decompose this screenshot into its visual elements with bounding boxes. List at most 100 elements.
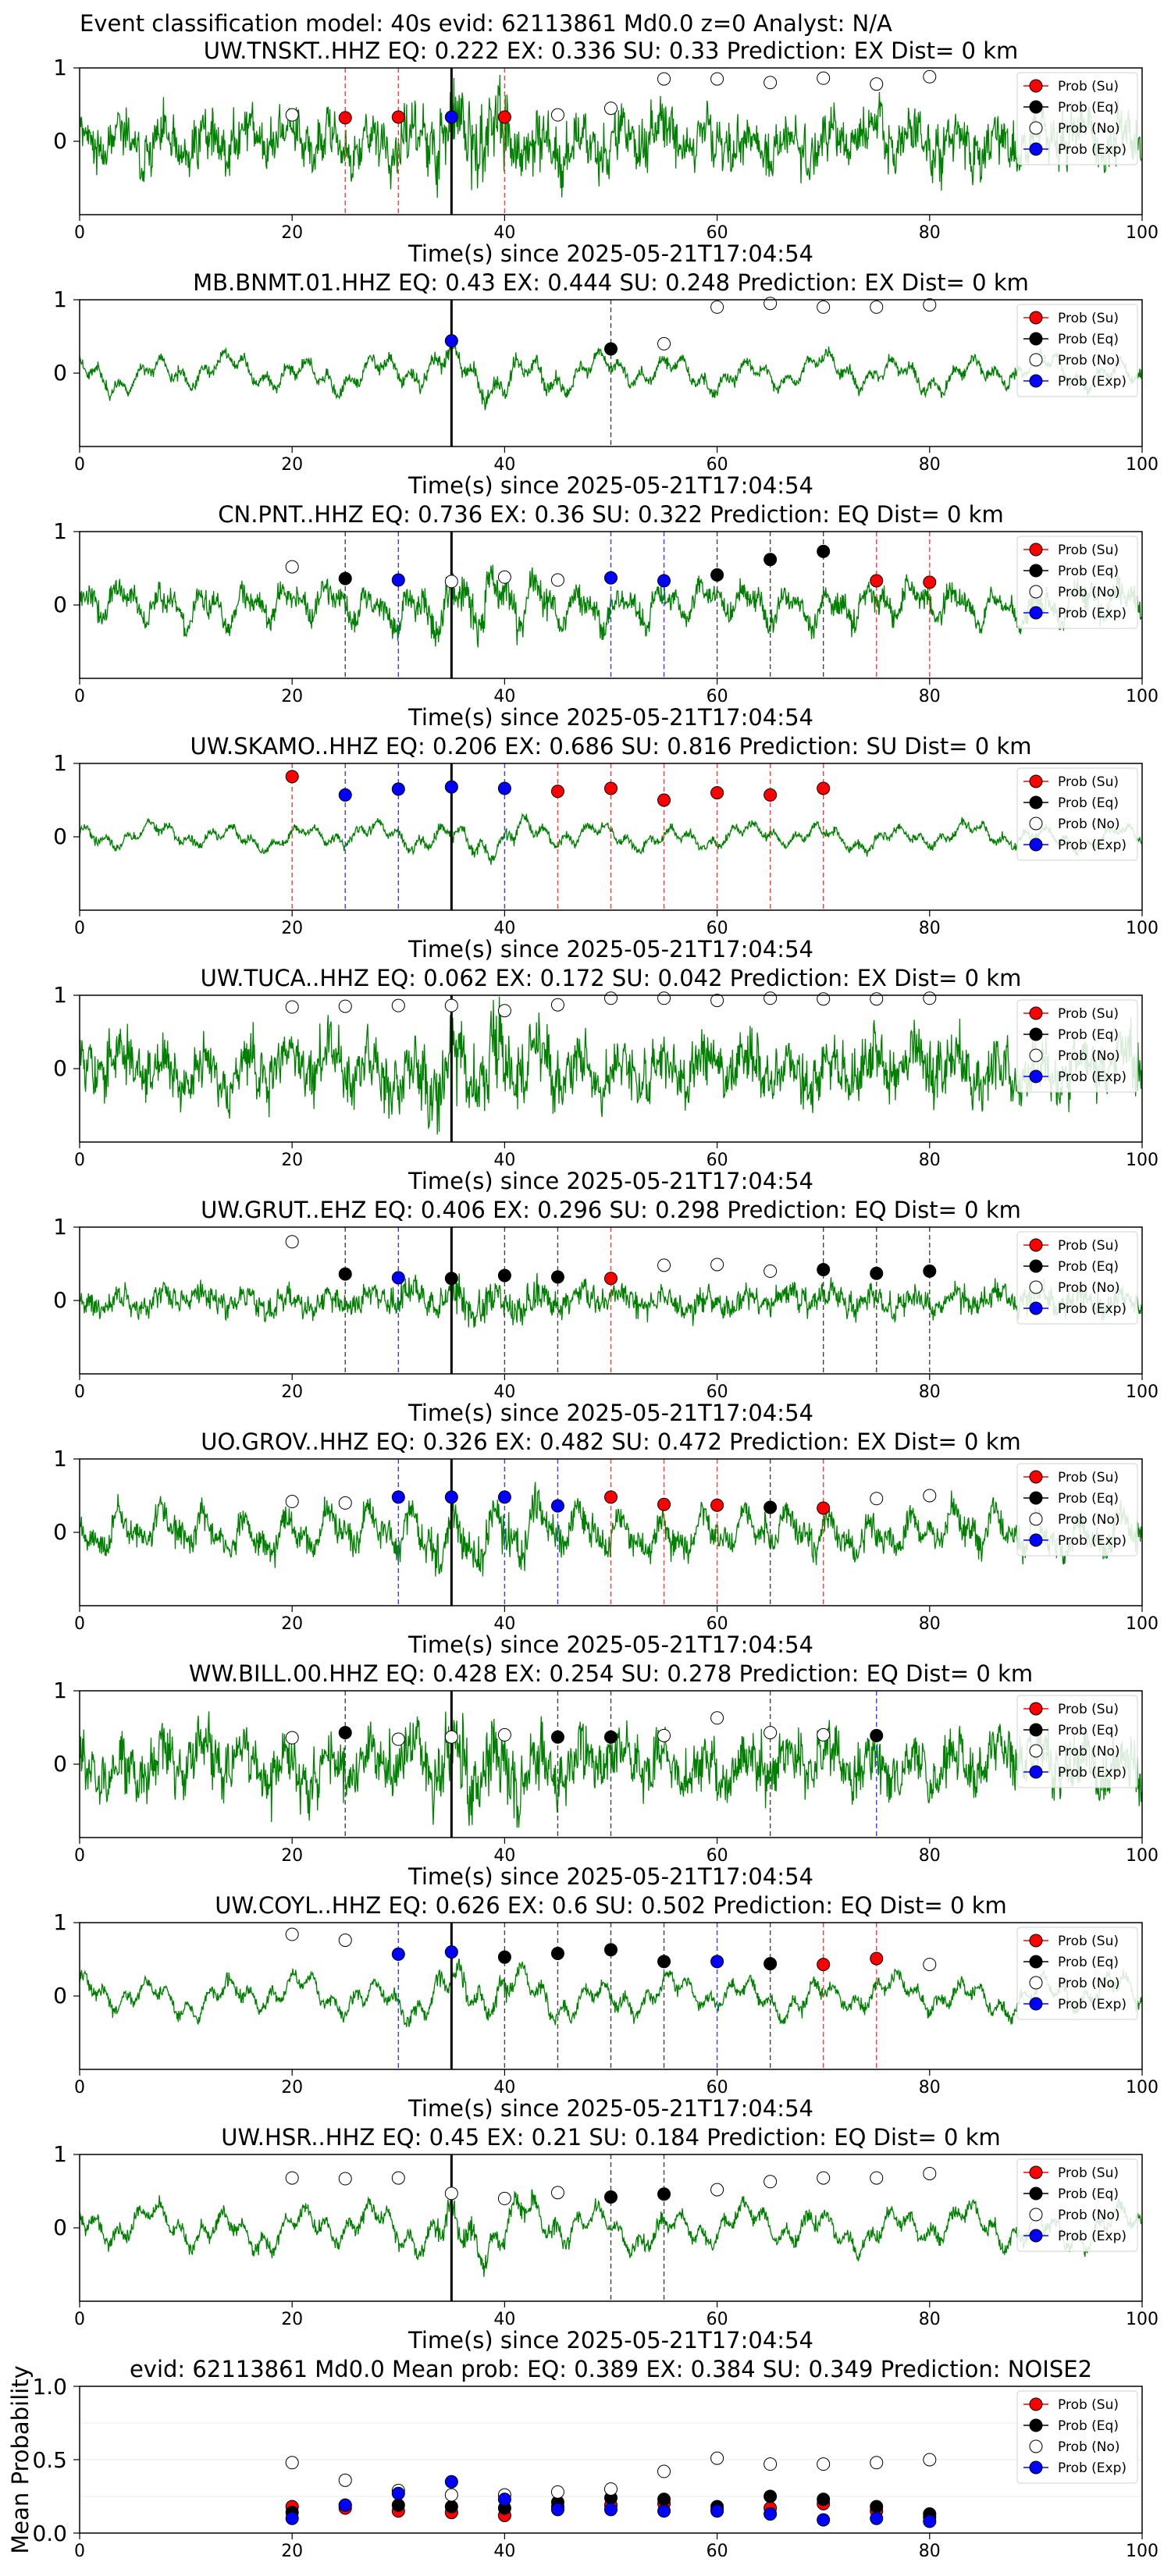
legend-marker	[1029, 353, 1043, 367]
legend-marker	[1029, 564, 1043, 578]
x-tick-label: 0	[74, 2542, 85, 2561]
mean-prob-point	[710, 2451, 724, 2465]
prob-point	[391, 782, 405, 796]
prob-point	[550, 573, 564, 587]
prob-point	[550, 2186, 564, 2200]
axes-frame	[79, 1458, 1143, 1606]
legend-label: Prob (Exp)	[1058, 1997, 1127, 2012]
legend-label: Prob (Eq)	[1058, 1955, 1119, 1970]
legend-marker	[1029, 2418, 1043, 2432]
y-tick-label: 1	[53, 1214, 67, 1240]
x-tick-label: 80	[919, 455, 941, 475]
prob-point	[710, 1711, 724, 1725]
legend-label: Prob (Exp)	[1058, 2460, 1127, 2476]
y-tick-label: 0.5	[32, 2447, 67, 2473]
x-axis-label: Time(s) since 2025-05-21T17:04:54	[408, 240, 813, 267]
prob-point	[338, 1267, 352, 1281]
legend-marker	[1029, 1259, 1043, 1273]
legend-box	[1016, 1695, 1138, 1788]
legend-label: Prob (Exp)	[1058, 1765, 1127, 1781]
x-tick-label: 80	[919, 1151, 941, 1170]
prob-point	[604, 1490, 618, 1504]
prob-point	[870, 992, 884, 1006]
x-tick-label: 100	[1126, 687, 1159, 706]
panel-4: UW.SKAMO..HHZ EQ: 0.206 EX: 0.686 SU: 0.…	[53, 733, 1159, 962]
x-tick-label: 20	[281, 1846, 303, 1866]
y-tick-label: 0.0	[32, 2521, 67, 2546]
axes-frame	[79, 1226, 1143, 1375]
axes-frame	[79, 2154, 1143, 2302]
prob-point	[870, 300, 884, 314]
prob-point	[391, 998, 405, 1012]
prob-point	[338, 111, 352, 125]
panel-5: UW.TUCA..HHZ EQ: 0.062 EX: 0.172 SU: 0.0…	[53, 965, 1159, 1194]
legend-box	[1016, 2390, 1138, 2484]
legend-marker	[1029, 311, 1043, 325]
legend-marker	[1029, 2397, 1043, 2411]
legend-label: Prob (No)	[1058, 1048, 1120, 1064]
y-tick-label: 0	[53, 1287, 67, 1313]
panel-6: UW.GRUT..EHZ EQ: 0.406 EX: 0.296 SU: 0.2…	[53, 1197, 1159, 1426]
legend-marker	[1029, 1997, 1043, 2011]
legend-box	[1016, 1463, 1138, 1557]
waveform-trace	[79, 1711, 1142, 1828]
x-tick-label: 20	[281, 2078, 303, 2097]
y-tick-label: 1	[53, 1678, 67, 1703]
x-tick-label: 60	[707, 1614, 728, 1634]
legend-marker	[1029, 1702, 1043, 1716]
legend-label: Prob (Su)	[1058, 311, 1119, 326]
prob-point	[657, 72, 671, 86]
x-tick-label: 0	[74, 1846, 85, 1866]
panel-title: evid: 62113861 Md0.0 Mean prob: EQ: 0.38…	[130, 2356, 1092, 2382]
x-tick-label: 40	[493, 2310, 515, 2329]
y-tick-label: 1	[53, 982, 67, 1008]
legend-marker	[1029, 543, 1043, 557]
y-tick-label: 0	[53, 1055, 67, 1081]
prob-point	[391, 1732, 405, 1746]
legend-label: Prob (Eq)	[1058, 1491, 1119, 1507]
x-tick-label: 80	[919, 687, 941, 706]
prob-point	[763, 297, 778, 311]
prob-point	[497, 1950, 511, 1964]
waveform-trace	[79, 996, 1142, 1135]
y-tick-label: 1	[53, 750, 67, 776]
prob-point	[285, 560, 299, 574]
prob-point	[497, 1268, 511, 1283]
mean-prob-point	[763, 2489, 778, 2503]
prob-point	[763, 991, 778, 1005]
legend-marker	[1029, 2439, 1043, 2453]
prob-point	[391, 573, 405, 587]
x-axis-label: Time(s) since 2025-05-21T17:04:54	[408, 2327, 813, 2354]
prob-point	[497, 1004, 511, 1018]
legend-marker	[1029, 817, 1043, 831]
prob-point	[923, 298, 937, 312]
x-tick-label: 40	[493, 2078, 515, 2097]
y-tick-label: 1	[53, 2141, 67, 2167]
waveform-trace	[79, 564, 1142, 648]
prob-point	[870, 1492, 884, 1506]
prob-point	[444, 1730, 458, 1744]
legend-label: Prob (No)	[1058, 1512, 1120, 1528]
x-tick-label: 20	[281, 1614, 303, 1634]
prob-point	[923, 1264, 937, 1278]
legend-marker	[1029, 1069, 1043, 1083]
prob-point	[444, 780, 458, 794]
x-tick-label: 60	[707, 1151, 728, 1170]
x-tick-label: 80	[919, 2542, 941, 2561]
prob-point	[285, 1927, 299, 1941]
waveform-trace	[79, 1958, 1142, 2027]
x-axis-label: Time(s) since 2025-05-21T17:04:54	[408, 1168, 813, 1194]
prob-point	[391, 1947, 405, 1961]
x-tick-label: 40	[493, 455, 515, 475]
prob-point	[444, 998, 458, 1012]
x-tick-label: 100	[1126, 2542, 1159, 2561]
legend-marker	[1029, 2208, 1043, 2222]
y-tick-label: 0	[53, 360, 67, 386]
y-tick-label: 0	[53, 2215, 67, 2240]
prob-point	[338, 571, 352, 585]
prob-point	[657, 991, 671, 1005]
prob-point	[763, 76, 778, 90]
legend-label: Prob (Exp)	[1058, 142, 1127, 158]
x-tick-label: 100	[1126, 919, 1159, 938]
prob-point	[817, 1727, 831, 1742]
